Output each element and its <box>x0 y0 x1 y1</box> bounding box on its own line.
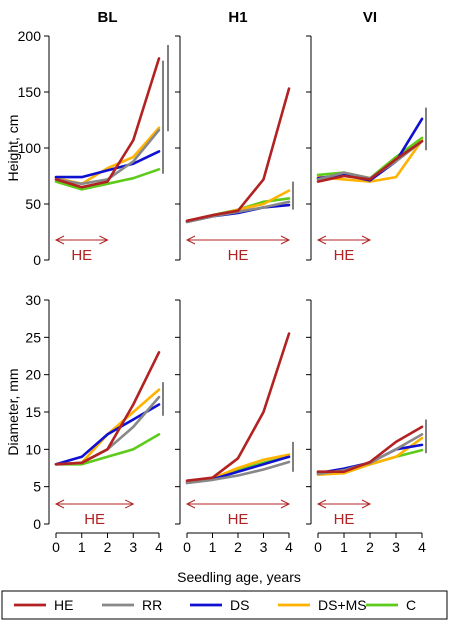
he-arrow-head-left <box>54 499 65 509</box>
y-tick-label: 25 <box>25 329 41 345</box>
series-line-he <box>185 332 291 483</box>
he-period-label: HE <box>334 247 355 264</box>
he-arrow-head-right <box>125 499 135 509</box>
x-tick-label: 3 <box>392 539 400 555</box>
legend-label-ds: DS <box>230 597 249 613</box>
he-arrow-head-left <box>316 499 327 509</box>
y-tick-label: 150 <box>18 84 42 100</box>
panel-grid: Height, cmBL050100150200HEH1HEVIHEDiamet… <box>5 9 427 555</box>
series-line-he <box>316 140 424 183</box>
panel-row1-bl: BL 0 50 100 150 200 HE <box>18 9 169 268</box>
he-period-label: HE <box>71 247 92 264</box>
he-arrow-head-left <box>185 235 196 245</box>
he-period-label: HE <box>228 247 249 264</box>
x-tick-label: 2 <box>366 539 374 555</box>
x-tick-label: 0 <box>314 539 322 555</box>
legend-label-c: C <box>406 597 416 613</box>
he-arrow-head-left <box>54 235 65 245</box>
panel-title: H1 <box>228 9 247 26</box>
x-tick-label: 0 <box>183 539 191 555</box>
legend-label-ds-plus-ms: DS+MS <box>318 597 367 613</box>
series-line-rr <box>54 395 161 466</box>
panel-row2-h1: 0 1 2 3 4 HE <box>175 299 294 555</box>
y-tick-label: 100 <box>18 140 42 156</box>
series-line-rr <box>185 460 291 485</box>
y-tick-label: 10 <box>25 441 41 457</box>
y-axis-label: Diameter, mm <box>5 368 21 455</box>
x-tick-label: 4 <box>418 539 426 555</box>
x-tick-label: 3 <box>129 539 137 555</box>
x-tick-label: 0 <box>52 539 60 555</box>
he-period-label: HE <box>84 511 105 528</box>
he-arrow-head-right <box>361 499 372 509</box>
y-axis-label: Height, cm <box>5 115 21 182</box>
he-period-label: HE <box>334 511 355 528</box>
panel-row1-vi: VI HE <box>306 9 427 264</box>
series-line-ds <box>54 403 161 466</box>
legend-label-he: HE <box>54 597 73 613</box>
x-tick-label: 1 <box>340 539 348 555</box>
x-tick-label: 3 <box>260 539 268 555</box>
he-arrow-head-left <box>185 499 196 509</box>
x-tick-label: 2 <box>104 539 112 555</box>
panel-title: VI <box>363 9 377 26</box>
legend-frame <box>1 590 448 620</box>
series-line-ds-plus-ms <box>54 388 161 466</box>
panel-row2-bl: 0 5 10 15 20 25 30 0 1 2 3 4 HE <box>25 292 164 555</box>
series-line-ds <box>54 150 161 179</box>
panel-row1-h1: H1 HE <box>175 9 294 264</box>
y-tick-label: 50 <box>25 196 41 212</box>
he-arrow-head-right <box>361 235 372 245</box>
y-tick-label: 0 <box>33 252 41 268</box>
he-arrow-head-right <box>280 235 291 245</box>
legend: HE RR DS DS+MS C <box>1 590 448 620</box>
y-tick-label: 5 <box>33 479 41 495</box>
x-tick-label: 1 <box>209 539 217 555</box>
he-arrow-head-left <box>316 235 327 245</box>
he-arrow-head-right <box>99 235 109 245</box>
series-line-he <box>185 87 291 223</box>
y-tick-label: 0 <box>33 516 41 532</box>
x-tick-label: 4 <box>285 539 293 555</box>
y-tick-label: 20 <box>25 367 41 383</box>
he-arrow-head-right <box>280 499 291 509</box>
panel-row2-vi: 0 1 2 3 4 HE <box>306 299 427 555</box>
series-line-c <box>54 168 161 191</box>
y-tick-label: 200 <box>18 28 42 44</box>
series-line-he <box>316 425 424 474</box>
y-tick-label: 30 <box>25 292 41 308</box>
series-line-ds-plus-ms <box>316 436 424 477</box>
panel-title: BL <box>98 9 118 26</box>
x-tick-label: 4 <box>155 539 163 555</box>
he-period-label: HE <box>228 511 249 528</box>
y-tick-label: 15 <box>25 404 41 420</box>
series-line-he <box>54 350 161 466</box>
x-tick-label: 1 <box>78 539 86 555</box>
legend-label-rr: RR <box>142 597 162 613</box>
x-axis-label: Seedling age, years <box>177 569 301 585</box>
x-tick-label: 2 <box>234 539 242 555</box>
series-line-he <box>54 57 161 189</box>
